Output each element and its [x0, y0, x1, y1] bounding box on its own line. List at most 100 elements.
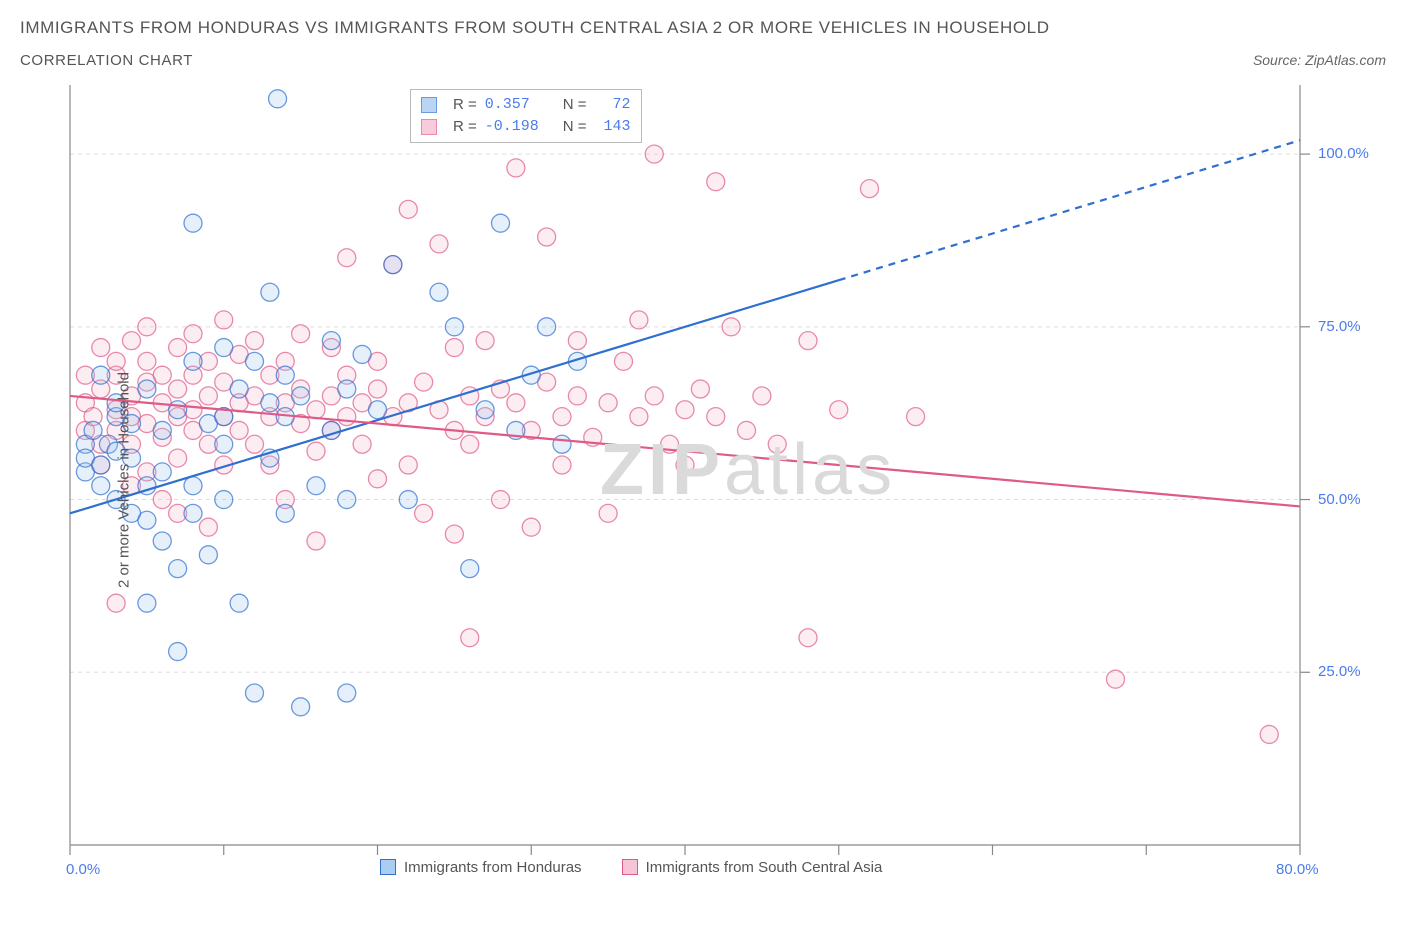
legend-label: Immigrants from Honduras	[404, 859, 582, 876]
data-point	[307, 442, 325, 460]
data-point	[338, 684, 356, 702]
data-point	[338, 380, 356, 398]
stats-r-value: 0.357	[485, 94, 555, 116]
data-point	[322, 332, 340, 350]
data-point	[1107, 670, 1125, 688]
data-point	[399, 456, 417, 474]
data-point	[738, 421, 756, 439]
stats-n-label: N =	[563, 116, 587, 138]
data-point	[184, 477, 202, 495]
data-point	[184, 325, 202, 343]
legend-item: Immigrants from Honduras	[380, 859, 582, 876]
data-point	[492, 491, 510, 509]
trend-line	[70, 280, 839, 513]
data-point	[399, 491, 417, 509]
data-point	[553, 435, 571, 453]
data-point	[830, 401, 848, 419]
data-point	[215, 491, 233, 509]
scatter-chart: 2 or more Vehicles in Household ZIPatlas…	[20, 75, 1386, 885]
data-point	[230, 380, 248, 398]
data-point	[338, 491, 356, 509]
data-point	[415, 373, 433, 391]
data-point	[522, 518, 540, 536]
stats-swatch	[421, 97, 437, 113]
data-point	[553, 408, 571, 426]
data-point	[246, 435, 264, 453]
data-point	[138, 352, 156, 370]
data-point	[153, 491, 171, 509]
data-point	[276, 366, 294, 384]
data-point	[169, 380, 187, 398]
data-point	[307, 401, 325, 419]
data-point	[307, 477, 325, 495]
data-point	[507, 159, 525, 177]
data-point	[307, 532, 325, 550]
data-point	[599, 394, 617, 412]
data-point	[138, 318, 156, 336]
data-point	[199, 546, 217, 564]
data-point	[568, 387, 586, 405]
data-point	[123, 332, 141, 350]
data-point	[538, 318, 556, 336]
data-point	[184, 214, 202, 232]
data-point	[691, 380, 709, 398]
data-point	[215, 339, 233, 357]
data-point	[169, 401, 187, 419]
data-point	[292, 387, 310, 405]
data-point	[246, 352, 264, 370]
data-point	[169, 560, 187, 578]
data-point	[338, 408, 356, 426]
data-point	[230, 594, 248, 612]
data-point	[907, 408, 925, 426]
stats-n-value: 72	[595, 94, 631, 116]
chart-subtitle: CORRELATION CHART	[20, 52, 193, 69]
data-point	[722, 318, 740, 336]
data-point	[292, 325, 310, 343]
data-point	[338, 249, 356, 267]
stats-row: R = 0.357N = 72	[421, 94, 631, 116]
chart-title: IMMIGRANTS FROM HONDURAS VS IMMIGRANTS F…	[20, 18, 1386, 38]
legend-label: Immigrants from South Central Asia	[646, 859, 883, 876]
data-point	[92, 366, 110, 384]
data-point	[261, 394, 279, 412]
data-point	[799, 629, 817, 647]
data-point	[461, 435, 479, 453]
data-point	[399, 200, 417, 218]
x-tick-label: 80.0%	[1276, 861, 1319, 878]
data-point	[215, 435, 233, 453]
data-point	[107, 352, 125, 370]
data-point	[184, 504, 202, 522]
data-point	[92, 339, 110, 357]
stats-n-value: 143	[595, 116, 631, 138]
data-point	[169, 449, 187, 467]
data-point	[169, 643, 187, 661]
data-point	[615, 352, 633, 370]
data-point	[430, 235, 448, 253]
data-point	[184, 352, 202, 370]
chart-subrow: CORRELATION CHART Source: ZipAtlas.com	[20, 52, 1386, 69]
data-point	[92, 456, 110, 474]
data-point	[753, 387, 771, 405]
data-point	[276, 504, 294, 522]
data-point	[215, 311, 233, 329]
y-tick-label: 75.0%	[1318, 318, 1361, 335]
data-point	[199, 518, 217, 536]
data-point	[230, 421, 248, 439]
data-point	[676, 401, 694, 419]
y-tick-label: 100.0%	[1318, 145, 1369, 162]
data-point	[138, 380, 156, 398]
data-point	[461, 560, 479, 578]
data-point	[430, 283, 448, 301]
stats-r-label: R =	[453, 94, 477, 116]
data-point	[799, 332, 817, 350]
data-point	[369, 380, 387, 398]
y-tick-label: 25.0%	[1318, 663, 1361, 680]
legend-swatch	[380, 859, 396, 875]
stats-swatch	[421, 119, 437, 135]
legend-swatch	[622, 859, 638, 875]
data-point	[645, 387, 663, 405]
chart-source: Source: ZipAtlas.com	[1253, 52, 1386, 68]
source-value: ZipAtlas.com	[1305, 52, 1386, 68]
data-point	[369, 401, 387, 419]
data-point	[707, 173, 725, 191]
